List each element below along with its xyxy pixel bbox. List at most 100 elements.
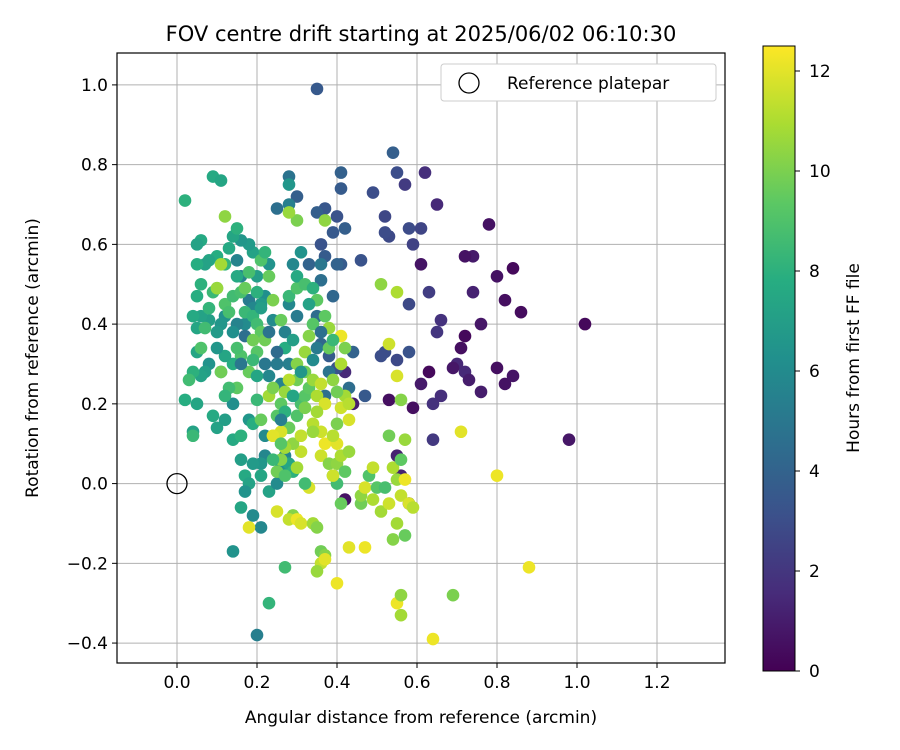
data-point — [250, 628, 264, 642]
data-point — [274, 313, 288, 327]
data-point — [330, 417, 344, 431]
data-point — [318, 214, 332, 227]
colorbar-tick-label: 8 — [809, 262, 820, 282]
data-point — [310, 389, 324, 403]
data-point — [390, 353, 404, 367]
data-point — [314, 238, 328, 251]
x-axis-label: Angular distance from reference (arcmin) — [245, 708, 597, 728]
data-point — [190, 238, 204, 251]
data-point — [338, 222, 352, 235]
chart-title: FOV centre drift starting at 2025/06/02 … — [166, 22, 677, 46]
colorbar-gradient — [762, 45, 796, 672]
data-point — [302, 297, 316, 311]
data-point — [330, 210, 344, 223]
colorbar-tick-label: 6 — [809, 362, 820, 382]
data-point — [290, 214, 304, 227]
data-point — [186, 429, 200, 443]
data-point — [206, 409, 220, 423]
data-point — [310, 521, 324, 534]
data-point — [326, 373, 340, 387]
x-tick-label: 1.0 — [563, 673, 590, 693]
data-point — [238, 281, 252, 295]
data-point — [342, 413, 356, 427]
data-point — [318, 437, 332, 451]
data-point — [406, 401, 420, 415]
data-point — [382, 429, 396, 443]
colorbar-tick-label: 12 — [809, 62, 831, 82]
data-point — [298, 477, 312, 490]
data-point — [398, 473, 412, 486]
data-point — [234, 429, 248, 443]
data-point — [338, 341, 352, 355]
data-point — [222, 305, 236, 319]
data-point — [270, 202, 284, 215]
data-point — [386, 146, 400, 159]
data-point — [266, 429, 280, 443]
colorbar-label: Hours from first FF file — [844, 263, 864, 453]
data-point — [298, 401, 312, 415]
data-point — [278, 469, 292, 482]
data-point — [302, 258, 316, 271]
data-point — [366, 186, 380, 199]
data-point — [202, 301, 216, 315]
data-point — [250, 369, 264, 383]
x-tick-label: 1.2 — [643, 673, 670, 693]
data-point — [294, 365, 308, 379]
legend: Reference platepar — [440, 63, 717, 102]
data-point — [214, 174, 228, 187]
data-point — [306, 281, 320, 295]
colorbar-tick-label: 2 — [809, 562, 820, 582]
data-point — [250, 285, 264, 299]
data-point — [246, 457, 260, 470]
data-point — [562, 433, 576, 447]
data-point — [278, 561, 292, 574]
data-point — [386, 461, 400, 474]
data-point — [326, 226, 340, 239]
data-point — [482, 218, 496, 231]
data-point — [306, 425, 320, 439]
data-point — [282, 289, 296, 303]
data-point — [186, 309, 200, 323]
data-point — [374, 505, 388, 518]
data-point — [194, 277, 208, 291]
data-point — [378, 226, 392, 239]
data-point — [334, 166, 348, 179]
data-point — [330, 385, 344, 399]
data-point — [290, 409, 304, 423]
data-point — [398, 433, 412, 447]
data-point — [318, 309, 332, 323]
data-point — [226, 545, 240, 558]
data-point — [238, 485, 252, 498]
data-point — [374, 349, 388, 363]
data-point — [218, 413, 232, 427]
y-tick-label: 0.2 — [81, 395, 108, 415]
data-point — [490, 269, 504, 283]
data-point — [422, 365, 436, 379]
data-point — [262, 485, 276, 498]
data-point — [262, 269, 276, 283]
colorbar-tick-label: 10 — [809, 162, 831, 182]
data-point — [578, 317, 592, 331]
data-point — [446, 361, 460, 375]
data-point — [250, 393, 264, 407]
x-tick-label: 0.6 — [403, 673, 430, 693]
data-point — [234, 501, 248, 514]
data-point — [314, 258, 328, 271]
data-point — [282, 178, 296, 191]
data-point — [302, 329, 316, 343]
data-point — [270, 357, 284, 371]
data-point — [490, 361, 504, 375]
data-point — [310, 405, 324, 419]
data-point — [330, 258, 344, 271]
legend-label: Reference platepar — [507, 74, 669, 94]
data-point — [498, 293, 512, 307]
data-point — [258, 357, 272, 371]
data-point — [230, 341, 244, 355]
data-point — [246, 333, 260, 347]
data-point — [254, 413, 268, 427]
data-point — [426, 632, 440, 646]
data-point — [290, 269, 304, 283]
data-point — [490, 469, 504, 482]
data-point — [242, 521, 256, 534]
data-point — [210, 325, 224, 339]
